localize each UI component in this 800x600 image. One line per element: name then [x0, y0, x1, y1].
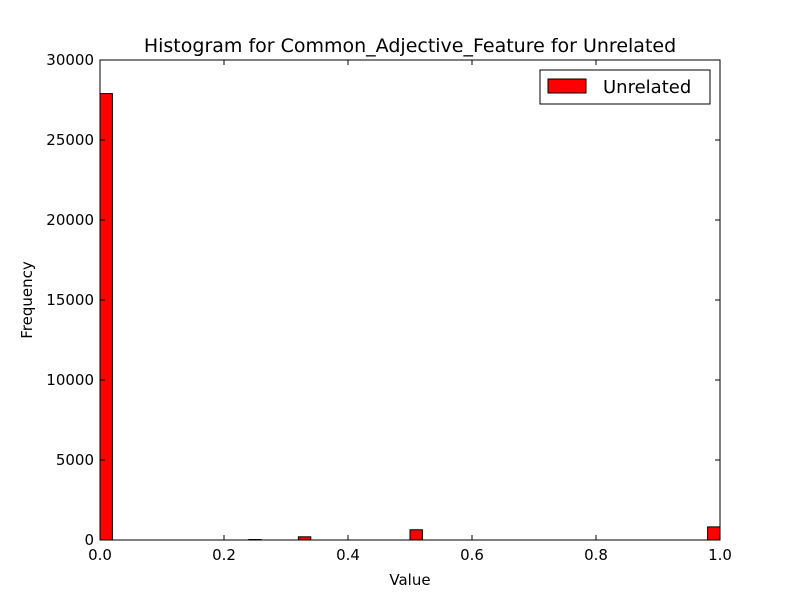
x-axis-label: Value [389, 571, 430, 589]
y-tick-label-3: 15000 [46, 291, 94, 309]
plot-frame [99, 59, 721, 541]
x-tick-label-0: 0.0 [88, 546, 112, 564]
y-tick-label-0: 0 [84, 531, 94, 549]
y-tick-label-1: 5000 [56, 451, 94, 469]
histogram-bar-3 [409, 529, 423, 541]
legend-label: Unrelated [603, 77, 691, 98]
y-tick-label-5: 25000 [46, 131, 94, 149]
chart-title: Histogram for Common_Adjective_Feature f… [144, 35, 676, 57]
y-axis-label: Frequency [18, 261, 36, 339]
x-tick-label-2: 0.4 [336, 546, 360, 564]
legend-swatch [547, 78, 587, 94]
legend: Unrelated [539, 69, 711, 105]
histogram-bar-0 [99, 93, 113, 541]
y-tick-label-4: 20000 [46, 211, 94, 229]
x-tick-label-4: 0.8 [584, 546, 608, 564]
ticks-group: 0.0 0.2 0.4 0.6 0.8 1.0 0 5000 10000 15000 20000 25… [46, 51, 732, 564]
x-tick-label-3: 0.6 [460, 546, 484, 564]
y-tick-label-6: 30000 [46, 51, 94, 69]
x-tick-label-5: 1.0 [708, 546, 732, 564]
y-tick-label-2: 10000 [46, 371, 94, 389]
x-tick-label-1: 0.2 [212, 546, 236, 564]
histogram-bar-4 [707, 526, 721, 541]
bars-group [99, 93, 721, 541]
